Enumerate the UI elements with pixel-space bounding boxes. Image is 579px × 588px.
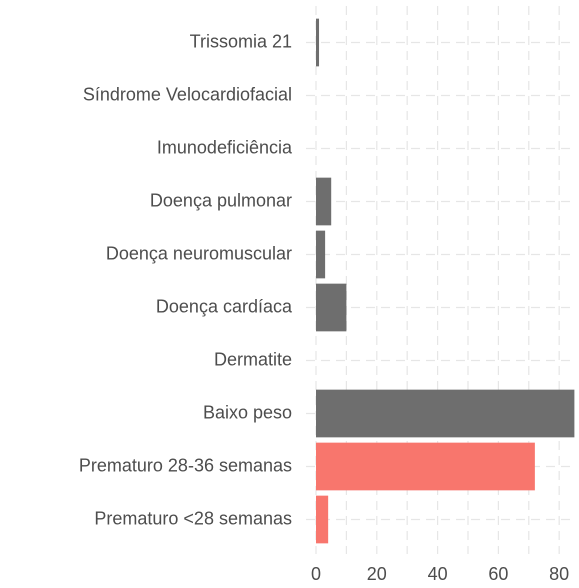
x-tick-label: 20 xyxy=(367,564,387,584)
x-tick-label: 0 xyxy=(311,564,321,584)
y-tick-label: Baixo peso xyxy=(203,402,292,422)
x-tick-label: 40 xyxy=(428,564,448,584)
x-tick-label: 80 xyxy=(549,564,569,584)
y-tick-label: Dermatite xyxy=(214,349,292,369)
y-tick-label: Doença cardíaca xyxy=(156,296,293,316)
y-tick-label: Prematuro 28-36 semanas xyxy=(79,455,292,475)
y-tick-label: Doença pulmonar xyxy=(150,190,292,210)
y-tick-label: Doença neuromuscular xyxy=(106,243,292,263)
y-tick-label: Prematuro <28 semanas xyxy=(94,508,292,528)
bar xyxy=(316,283,347,332)
bar xyxy=(316,230,326,279)
y-tick-label: Imunodeficiência xyxy=(157,137,293,157)
bar xyxy=(316,18,320,67)
y-tick-label: Síndrome Velocardiofacial xyxy=(83,84,292,104)
y-tick-label: Trissomia 21 xyxy=(190,31,292,51)
bar xyxy=(316,442,535,491)
x-tick-label: 60 xyxy=(488,564,508,584)
bar xyxy=(316,177,332,226)
bar xyxy=(316,389,575,438)
bar xyxy=(316,495,329,544)
